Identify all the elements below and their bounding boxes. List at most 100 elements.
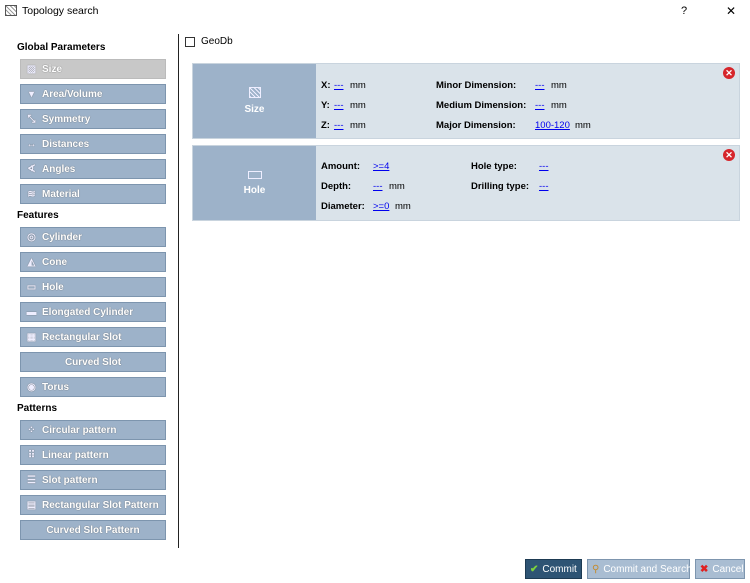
hole-type-link[interactable]: --- xyxy=(539,161,549,172)
patterns-header: Patterns xyxy=(17,403,58,414)
commit-and-search-label: Commit and Search xyxy=(603,563,692,575)
x-label: X: xyxy=(321,80,331,91)
commit-and-search-button[interactable]: ⚲ Commit and Search xyxy=(587,559,692,579)
size-card: Size X: --- mm Y: --- mm Z: --- mm Minor… xyxy=(192,63,740,139)
sidebar-item-curved-slot-pattern[interactable]: Curved Slot Pattern xyxy=(20,520,166,540)
cancel-x-icon: ✖ xyxy=(700,563,709,575)
medium-dimension-link[interactable]: --- xyxy=(535,100,545,111)
size-icon: ▨ xyxy=(26,63,37,75)
sidebar-item-label: Distances xyxy=(42,138,90,150)
z-label: Z: xyxy=(321,120,330,131)
hole-card-title: Hole xyxy=(243,184,266,196)
x-unit: mm xyxy=(350,80,366,91)
sidebar-divider xyxy=(178,34,179,548)
sidebar-item-torus[interactable]: ◉ Torus xyxy=(20,377,166,397)
medium-unit: mm xyxy=(551,100,567,111)
linear-pattern-icon: ⠿ xyxy=(27,449,36,461)
cancel-label: Cancel xyxy=(712,563,744,575)
window-title: Topology search xyxy=(22,5,99,17)
sidebar-item-rectangular-slot[interactable]: ▦ Rectangular Slot xyxy=(20,327,166,347)
sidebar-item-angles[interactable]: ∢ Angles xyxy=(20,159,166,179)
z-unit: mm xyxy=(350,120,366,131)
hole-type-label: Hole type: xyxy=(471,161,517,172)
sidebar-item-material[interactable]: ≋ Material xyxy=(20,184,166,204)
sidebar-item-elongated-cylinder[interactable]: ▬ Elongated Cylinder xyxy=(20,302,166,322)
size-icon xyxy=(248,87,261,98)
circular-pattern-icon: ⁘ xyxy=(27,424,36,436)
y-value-link[interactable]: --- xyxy=(334,100,344,111)
diameter-unit: mm xyxy=(395,201,411,212)
sidebar-item-label: Size xyxy=(42,63,63,75)
commit-button[interactable]: ✔ Commit xyxy=(525,559,582,579)
minor-unit: mm xyxy=(551,80,567,91)
sidebar-item-curved-slot[interactable]: Curved Slot xyxy=(20,352,166,372)
amount-label: Amount: xyxy=(321,161,361,172)
sidebar-item-label: Linear pattern xyxy=(42,449,109,461)
sidebar-item-cylinder[interactable]: ◎ Cylinder xyxy=(20,227,166,247)
hole-icon: ▭ xyxy=(26,281,37,293)
sidebar-item-label: Elongated Cylinder xyxy=(42,306,134,318)
close-button[interactable]: ✕ xyxy=(726,4,737,18)
diameter-link[interactable]: >=0 xyxy=(373,201,390,212)
area-volume-icon: ▾ xyxy=(28,88,35,100)
major-unit: mm xyxy=(575,120,591,131)
rectangular-slot-pattern-icon: ▤ xyxy=(26,499,37,511)
angles-icon: ∢ xyxy=(27,163,36,175)
sidebar-item-label: Rectangular Slot Pattern xyxy=(42,499,159,511)
sidebar-item-symmetry[interactable]: ⤡ Symmetry xyxy=(20,109,166,129)
sidebar-item-hole[interactable]: ▭ Hole xyxy=(20,277,166,297)
remove-size-icon[interactable]: ✕ xyxy=(723,67,735,79)
sidebar-item-area-volume[interactable]: ▾ Area/Volume xyxy=(20,84,166,104)
minor-dimension-label: Minor Dimension: xyxy=(436,80,517,91)
slot-pattern-icon: ☰ xyxy=(27,474,36,486)
cylinder-icon: ◎ xyxy=(27,231,36,243)
major-dimension-link[interactable]: 100-120 xyxy=(535,120,570,131)
sidebar-item-cone[interactable]: ◭ Cone xyxy=(20,252,166,272)
distances-icon: ↔ xyxy=(26,138,37,150)
sidebar-item-label: Hole xyxy=(42,281,64,293)
major-dimension-label: Major Dimension: xyxy=(436,120,516,131)
commit-label: Commit xyxy=(542,563,577,575)
drilling-type-link[interactable]: --- xyxy=(539,181,549,192)
symmetry-icon: ⤡ xyxy=(27,113,36,125)
x-value-link[interactable]: --- xyxy=(334,80,344,91)
app-icon xyxy=(5,5,17,16)
sidebar-item-label: Angles xyxy=(42,163,76,175)
sidebar-item-label: Material xyxy=(42,188,80,200)
rectangular-slot-icon: ▦ xyxy=(26,331,37,343)
sidebar-item-distances[interactable]: ↔ Distances xyxy=(20,134,166,154)
sidebar-item-circular-pattern[interactable]: ⁘ Circular pattern xyxy=(20,420,166,440)
help-button[interactable]: ? xyxy=(681,5,688,17)
sidebar-item-label: Area/Volume xyxy=(42,88,103,100)
remove-hole-icon[interactable]: ✕ xyxy=(723,149,735,161)
cone-icon: ◭ xyxy=(27,256,36,268)
sidebar-item-label: Torus xyxy=(42,381,70,393)
cancel-button[interactable]: ✖ Cancel xyxy=(695,559,745,579)
depth-link[interactable]: --- xyxy=(373,181,383,192)
drilling-type-label: Drilling type: xyxy=(471,181,530,192)
geodb-checkbox[interactable] xyxy=(185,37,195,47)
minor-dimension-link[interactable]: --- xyxy=(535,80,545,91)
sidebar-item-label: Symmetry xyxy=(42,113,91,125)
geodb-label: GeoDb xyxy=(201,36,233,47)
torus-icon: ◉ xyxy=(27,381,36,393)
sidebar-item-label: Curved Slot Pattern xyxy=(46,524,140,536)
size-card-header[interactable]: Size xyxy=(193,64,316,138)
hole-card-header[interactable]: Hole xyxy=(193,146,316,220)
checkmark-icon: ✔ xyxy=(530,563,539,575)
sidebar-item-label: Slot pattern xyxy=(42,474,98,486)
material-icon: ≋ xyxy=(27,188,36,200)
sidebar-item-slot-pattern[interactable]: ☰ Slot pattern xyxy=(20,470,166,490)
features-header: Features xyxy=(17,210,59,221)
y-label: Y: xyxy=(321,100,330,111)
search-icon: ⚲ xyxy=(592,563,600,575)
amount-link[interactable]: >=4 xyxy=(373,161,390,172)
sidebar-item-linear-pattern[interactable]: ⠿ Linear pattern xyxy=(20,445,166,465)
sidebar-item-label: Curved Slot xyxy=(64,356,122,368)
sidebar-item-label: Cone xyxy=(42,256,67,268)
sidebar-item-size[interactable]: ▨ Size xyxy=(20,59,166,79)
z-value-link[interactable]: --- xyxy=(334,120,344,131)
sidebar-item-rectangular-slot-pattern[interactable]: ▤ Rectangular Slot Pattern xyxy=(20,495,166,515)
medium-dimension-label: Medium Dimension: xyxy=(436,100,527,111)
y-unit: mm xyxy=(350,100,366,111)
